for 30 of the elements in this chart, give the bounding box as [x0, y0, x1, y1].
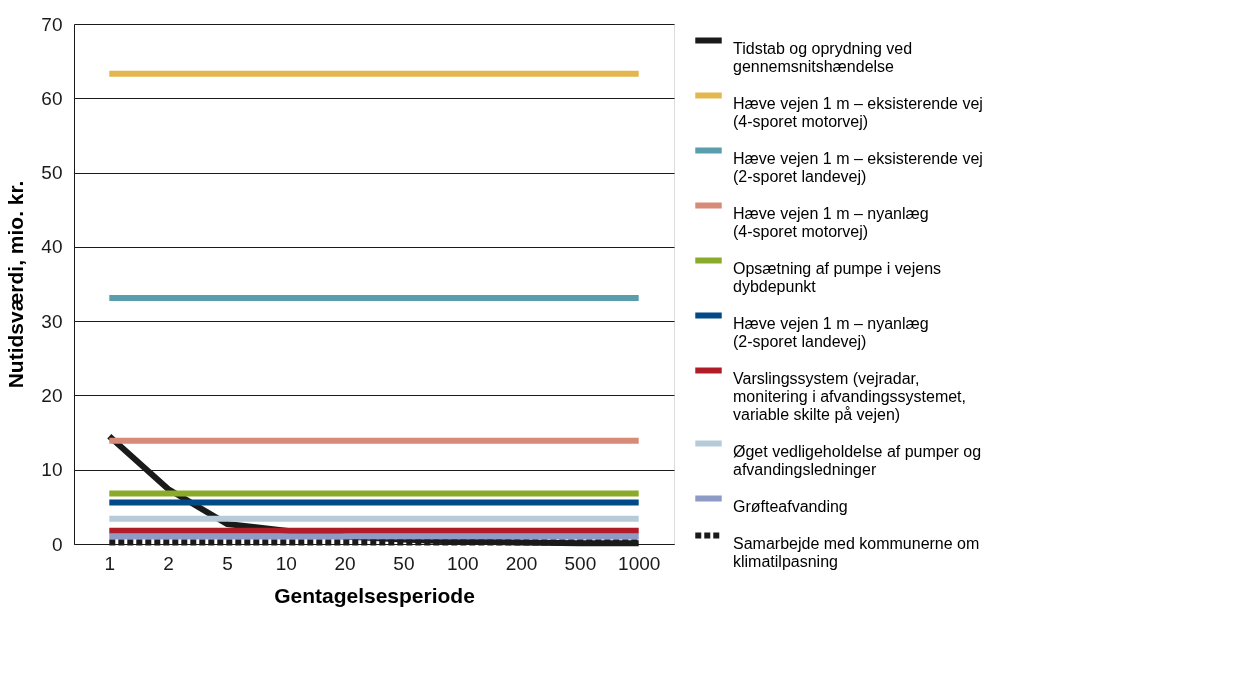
- legend-label: Hæve vejen 1 m – nyanlæg (2-sporet landevej): [733, 314, 929, 350]
- y-tick-label: 50: [41, 162, 63, 184]
- y-tick-label: 40: [41, 236, 63, 258]
- x-tick-label: 10: [275, 552, 297, 574]
- legend-label: Tidstab og oprydning ved gennemsnitshændelse: [733, 39, 913, 75]
- legend-label: Hæve vejen 1 m – eksisterende vej (4-sporet motorvej): [733, 94, 983, 130]
- y-axis-title: Nutidsværdi, mio. kr.: [4, 180, 28, 389]
- legend-label: Grøfteafvanding: [733, 497, 848, 515]
- y-tick-label: 30: [41, 310, 63, 332]
- y-tick-label: 10: [41, 459, 63, 481]
- x-tick-label: 500: [564, 552, 597, 574]
- y-tick-label: 20: [41, 384, 63, 406]
- legend-label: Varslingssystem (vejradar, monitering i afvandingssystemet, variable skilte på vejen): [733, 369, 966, 423]
- x-axis-title: Gentagelsesperiode: [274, 583, 475, 607]
- legend-label: Øget vedligeholdelse af pumper og afvandingsledninger: [733, 442, 982, 478]
- legend-label: Hæve vejen 1 m – eksisterende vej (2-sporet landevej): [733, 149, 983, 185]
- legend-label: Hæve vejen 1 m – nyanlæg (4-sporet motorvej): [733, 204, 929, 240]
- x-tick-label: 50: [393, 552, 415, 574]
- y-tick-label: 70: [41, 13, 63, 35]
- x-tick-label: 100: [446, 552, 479, 574]
- x-tick-label: 200: [505, 552, 538, 574]
- y-tick-label: 0: [51, 533, 63, 555]
- x-tick-label: 5: [222, 552, 233, 574]
- y-tick-label: 60: [41, 87, 63, 109]
- x-tick-label: 1000: [618, 552, 661, 574]
- x-tick-label: 20: [334, 552, 356, 574]
- legend-label: Samarbejde med kommunerne om klimatilpasning: [733, 534, 980, 570]
- legend-label: Opsætning af pumpe i vejens dybdepunkt: [733, 259, 942, 295]
- x-tick-label: 2: [163, 552, 174, 574]
- x-tick-label: 1: [104, 552, 116, 574]
